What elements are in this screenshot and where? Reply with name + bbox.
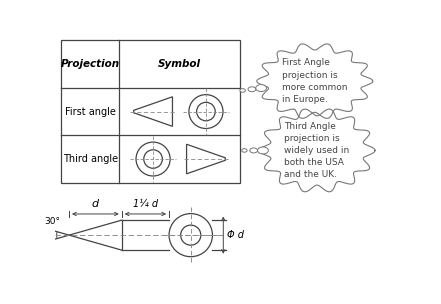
Ellipse shape [258, 147, 269, 154]
Polygon shape [259, 109, 375, 192]
Text: First angle: First angle [65, 107, 116, 116]
Bar [61, 40, 239, 183]
Text: Third angle: Third angle [63, 154, 118, 164]
Ellipse shape [248, 87, 256, 92]
Text: Φ d: Φ d [227, 230, 244, 240]
Ellipse shape [250, 148, 258, 153]
Ellipse shape [256, 85, 266, 92]
Text: d: d [92, 199, 99, 209]
Ellipse shape [240, 89, 245, 92]
Text: First Angle
projection is
more common
in Europe.: First Angle projection is more common in… [282, 58, 348, 104]
Text: Symbol: Symbol [158, 59, 201, 69]
Text: Projection: Projection [61, 59, 120, 69]
Ellipse shape [242, 149, 247, 152]
Text: 1¼ d: 1¼ d [133, 199, 158, 209]
Text: Third Angle
projection is
widely used in
both the USA
and the UK.: Third Angle projection is widely used in… [284, 122, 350, 179]
Polygon shape [257, 44, 373, 118]
Text: 30°: 30° [44, 217, 60, 226]
